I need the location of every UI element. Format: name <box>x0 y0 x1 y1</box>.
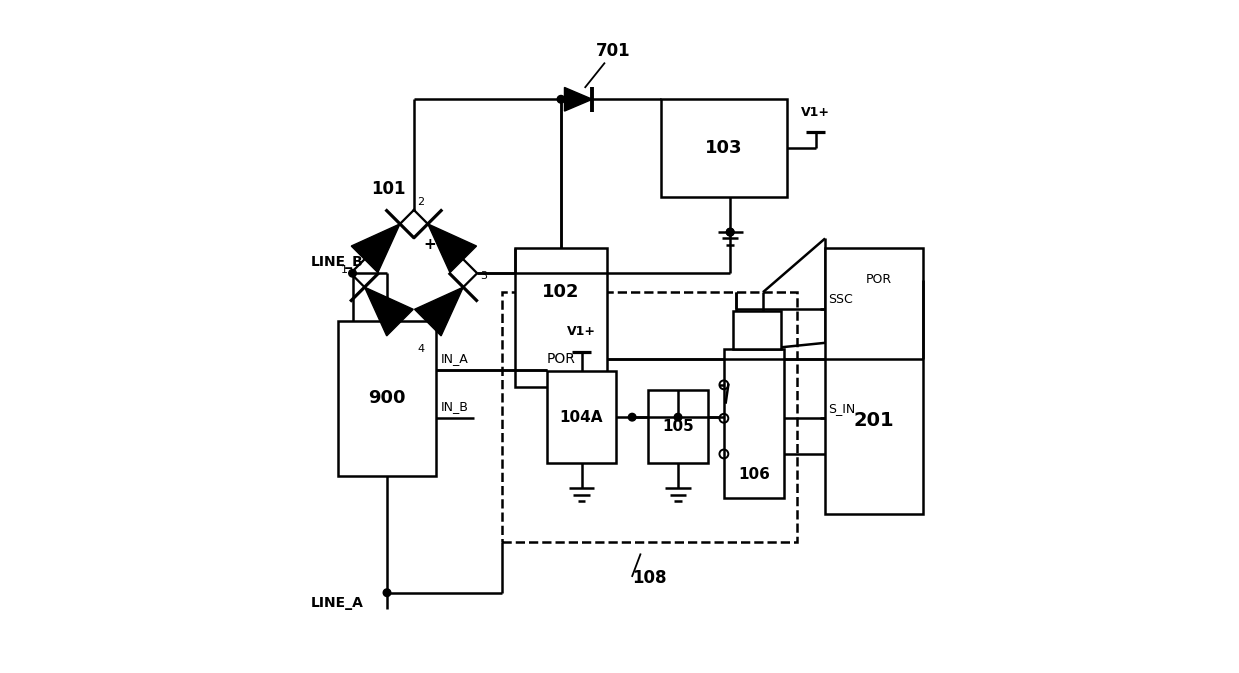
Text: S_IN: S_IN <box>828 402 855 415</box>
Text: 105: 105 <box>662 419 694 434</box>
Bar <box>338 321 436 476</box>
Text: 104A: 104A <box>560 410 603 425</box>
Text: 103: 103 <box>705 139 742 157</box>
Circle shape <box>383 589 390 596</box>
Bar <box>825 248 923 513</box>
Circle shape <box>726 228 733 236</box>
Text: 102: 102 <box>543 283 580 302</box>
Text: +: + <box>424 238 436 252</box>
Text: 4: 4 <box>418 344 424 354</box>
Text: LINE_B: LINE_B <box>311 254 363 269</box>
Text: 201: 201 <box>854 411 895 430</box>
Text: 2: 2 <box>418 197 424 207</box>
Text: IN_B: IN_B <box>441 400 470 413</box>
Bar <box>660 100 787 197</box>
Text: V1+: V1+ <box>567 326 596 339</box>
Text: 3: 3 <box>481 271 487 281</box>
Circle shape <box>558 96 565 103</box>
Text: 900: 900 <box>368 389 405 407</box>
Text: POR: POR <box>866 273 892 286</box>
Polygon shape <box>565 87 592 111</box>
Text: 101: 101 <box>372 180 406 198</box>
Bar <box>503 292 797 542</box>
Polygon shape <box>415 287 463 336</box>
Text: V1+: V1+ <box>802 106 830 118</box>
Bar <box>733 311 781 349</box>
Text: SSC: SSC <box>828 293 852 306</box>
Circle shape <box>726 228 733 236</box>
Circle shape <box>628 413 636 421</box>
Bar <box>515 248 607 387</box>
Polygon shape <box>427 224 477 273</box>
Text: POR: POR <box>546 352 575 366</box>
Text: 1: 1 <box>341 265 347 275</box>
Text: 701: 701 <box>596 42 631 61</box>
Text: LINE_A: LINE_A <box>311 596 364 610</box>
Bar <box>724 349 784 498</box>
Text: 108: 108 <box>632 569 667 588</box>
Circle shape <box>348 269 357 277</box>
Polygon shape <box>352 224 400 273</box>
Text: 106: 106 <box>738 467 769 482</box>
Polygon shape <box>364 287 414 336</box>
Bar <box>546 371 616 463</box>
Bar <box>648 390 707 463</box>
Text: IN_A: IN_A <box>441 352 468 365</box>
Circle shape <box>674 413 681 421</box>
